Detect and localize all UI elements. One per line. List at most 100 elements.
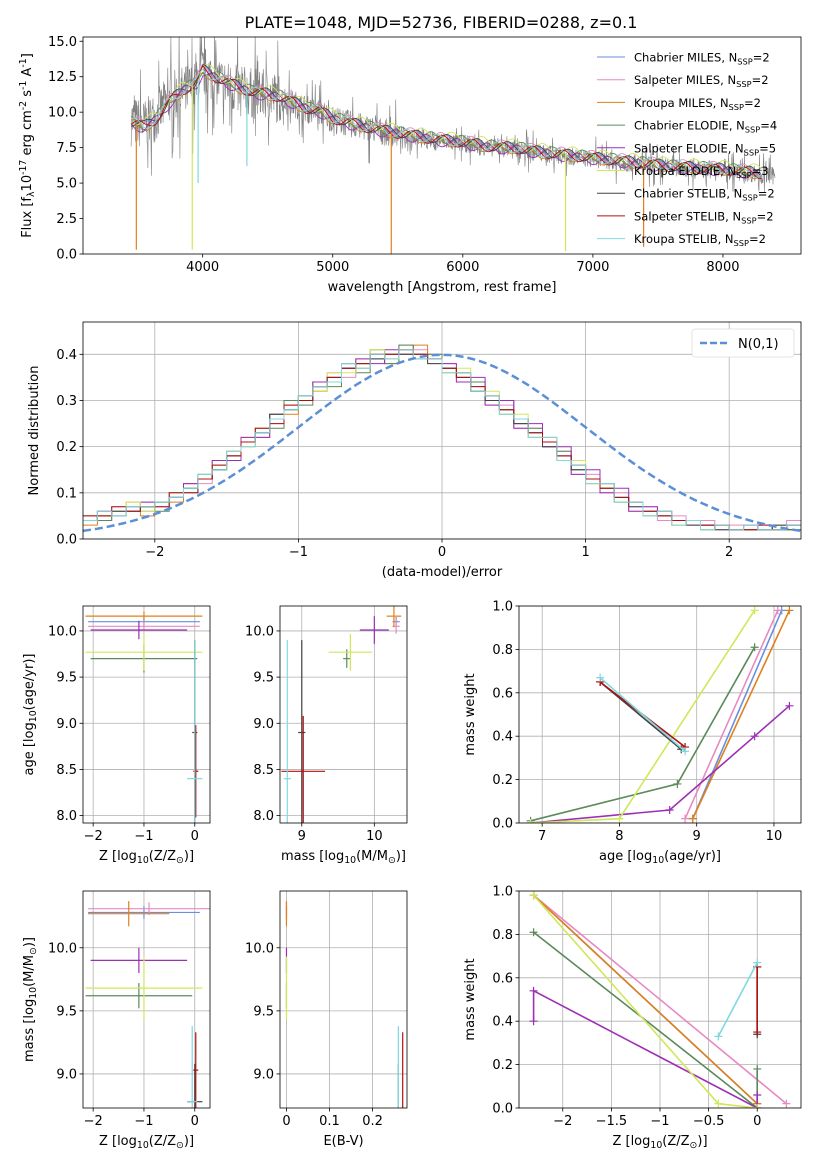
label-part: )]: [184, 1134, 194, 1149]
line-kroupa-stelib: [717, 962, 758, 1037]
label-part: SSP: [736, 170, 751, 180]
legend-label-kroupa-stelib: Kroupa STELIB, NSSP=2: [634, 232, 766, 248]
label-part: wavelength [Angstrom, rest frame]: [328, 280, 557, 295]
marker-salpeter-miles: [773, 606, 782, 615]
legend-box: [691, 328, 795, 358]
label-part: E(B-V): [323, 1134, 363, 1149]
label-part: SSP: [729, 102, 744, 112]
legend-label-kroupa-elodie: Kroupa ELODIE, NSSP=3: [634, 164, 769, 180]
label-part: Salpeter MILES, N: [634, 73, 736, 87]
x-tick-label: 5000: [316, 260, 349, 275]
axes-frame: [279, 890, 408, 1109]
y-axis-label: mass weight: [463, 958, 478, 1040]
y-tick-label: 10.0: [245, 624, 274, 639]
label-part: =2: [753, 51, 770, 65]
y-tick-label: 9.5: [253, 671, 274, 686]
errorbar-kroupa-stelib: [187, 640, 203, 823]
y-tick-label: 0.1: [56, 486, 77, 501]
legend-label-chabrier-miles: Chabrier MILES, NSSP=2: [634, 51, 770, 67]
label-part: Z [log: [612, 1134, 650, 1149]
label-part: (Z/Z: [149, 1134, 176, 1149]
x-tick-label: 2: [725, 545, 733, 560]
errorbar-salpeter-elodie: [90, 620, 188, 640]
histogram-kroupa-stelib: [83, 349, 801, 531]
errorbar-salpeter-miles: [88, 621, 200, 631]
marker-salpeter-miles: [782, 1099, 791, 1108]
label-part: age [log: [599, 849, 652, 864]
marker-kroupa-stelib: [753, 958, 762, 967]
line-salpeter-miles: [684, 609, 779, 820]
label-part: =3: [752, 164, 769, 178]
line-salpeter-miles: [533, 894, 787, 1105]
axes-frame: [82, 890, 211, 1109]
y-axis-label: age [log10(age/yr)]: [22, 654, 39, 776]
x-tick-label: 0: [438, 545, 446, 560]
y-tick-label: 5.0: [56, 177, 77, 192]
label-part: SSP: [734, 238, 749, 248]
errorbar-salpeter-stelib: [193, 725, 199, 818]
x-tick-label: −1: [650, 1114, 669, 1129]
plot-area: [280, 606, 407, 823]
label-part: -1: [18, 81, 29, 90]
marker-salpeter-miles: [681, 814, 690, 823]
plot-area: [519, 891, 801, 1108]
label-part: ⊙: [28, 947, 39, 955]
label-part: mass weight: [463, 673, 478, 755]
axes-frame-group: −2 −1 0 1 2 0.0 0.1 0.2 0.3 0.4 (data-model)/error…: [27, 321, 802, 580]
x-tick-label: 9: [298, 829, 306, 844]
y-tick-label: 0.2: [56, 440, 77, 455]
label-part: =2: [757, 209, 774, 223]
marker-kroupa-stelib: [681, 747, 690, 756]
y-tick-label: 9.5: [56, 671, 77, 686]
y-tick-label: 0.6: [492, 686, 513, 701]
marker-chabrier-elodie: [753, 1064, 762, 1073]
label-part: N(0,1): [738, 337, 779, 352]
x-tick-label: 0: [282, 1114, 290, 1129]
errorbar-salpeter-elodie: [90, 947, 188, 974]
axes-residuals: −2 −1 0 1 2 0.0 0.1 0.2 0.3 0.4 (data-model)/error…: [27, 321, 802, 580]
plot-area: [280, 891, 407, 1108]
x-tick-label: 6000: [446, 260, 479, 275]
label-part: (M/M: [22, 955, 37, 987]
y-tick-label: 8.5: [253, 763, 274, 778]
line-kroupa-miles: [692, 609, 791, 820]
y-axis-label: mass weight: [463, 673, 478, 755]
label-part: Normed distribution: [27, 366, 42, 496]
y-tick-label: 10.0: [48, 106, 77, 121]
legend-label-salpeter-miles: Salpeter MILES, NSSP=2: [634, 73, 769, 89]
label-part: (age/yr)]: [664, 849, 721, 864]
y-tick-label: 0.6: [492, 971, 513, 986]
errorbar-kroupa-stelib: [187, 1025, 198, 1108]
x-tick-label: −1: [289, 545, 308, 560]
x-tick-label: 4000: [186, 260, 219, 275]
label-part: 10: [28, 987, 39, 999]
label-part: -17: [18, 160, 29, 175]
marker-salpeter-elodie: [750, 732, 759, 741]
normal-curve: [83, 353, 801, 533]
x-tick-label: −1: [134, 1114, 153, 1129]
label-part: Z [log: [99, 849, 137, 864]
line-chabrier-elodie: [533, 931, 759, 1108]
x-axis-label: (data-model)/error: [382, 565, 503, 580]
label-part: Flux [f: [20, 197, 35, 238]
label-part: 10: [137, 855, 149, 866]
label-part: A: [20, 68, 35, 81]
y-tick-label: 10.0: [245, 941, 274, 956]
label-part: Chabrier MILES, N: [634, 51, 737, 65]
figure-title: PLATE=1048, MJD=52736, FIBERID=0288, z=0…: [245, 13, 638, 32]
y-tick-label: 0.0: [56, 533, 77, 548]
y-tick-label: 9.0: [56, 717, 77, 732]
legend-label-normal: N(0,1): [738, 337, 779, 352]
label-part: 10: [344, 855, 356, 866]
label-part: )]: [697, 1134, 707, 1149]
x-tick-label: 0: [753, 1114, 761, 1129]
marker-kroupa-elodie: [615, 814, 624, 823]
plot-area: [130, 37, 776, 254]
x-tick-label: −2: [84, 829, 103, 844]
label-part: SSP: [745, 125, 760, 135]
plot-area: [83, 322, 801, 539]
label-part: (Z/Z: [662, 1134, 689, 1149]
x-tick-label: 0.2: [362, 1114, 383, 1129]
label-part: s: [20, 90, 35, 101]
